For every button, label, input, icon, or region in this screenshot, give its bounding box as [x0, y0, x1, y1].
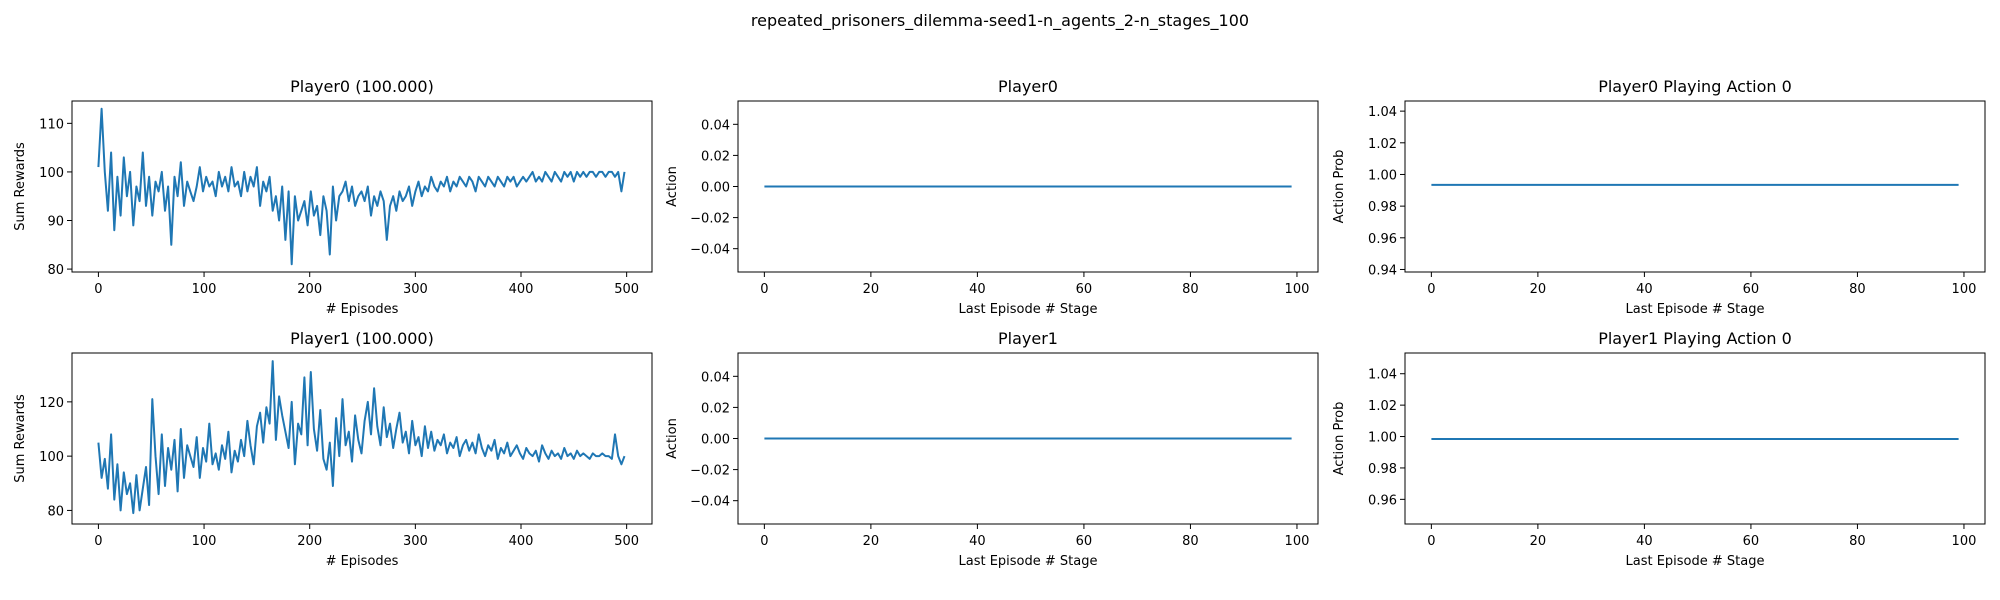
subplot-title: Player0	[998, 77, 1058, 96]
y-tick-label: 0.94	[1368, 263, 1397, 278]
y-tick-label: 110	[39, 117, 64, 132]
y-axis-label: Sum Rewards	[13, 394, 28, 483]
subplot-title: Player1 (100.000)	[290, 329, 434, 348]
x-tick-label: 0	[1427, 282, 1435, 297]
y-tick-label: −0.02	[690, 464, 730, 479]
subplot-5: Player1 Playing Action 0 0 20 40 60 80 100 0.96…	[1332, 329, 1986, 569]
y-tick-label: −0.04	[690, 243, 730, 258]
x-tick-label: 400	[509, 282, 534, 297]
x-tick-label: 100	[192, 534, 217, 549]
x-axis-label: # Episodes	[326, 302, 399, 317]
x-tick-label: 0	[760, 282, 768, 297]
y-axis-label: Action Prob	[1332, 402, 1347, 476]
subplot-1: Player0 0 20 40 60 80 100 −0.04 −0.02 0.00 0.02 0.0…	[665, 77, 1319, 317]
x-tick-label: 500	[614, 282, 639, 297]
x-tick-label: 300	[403, 282, 428, 297]
y-tick-label: 0.02	[701, 401, 730, 416]
axes-frame	[1404, 100, 1986, 273]
y-tick-label: 1.02	[1368, 399, 1397, 414]
x-tick-label: 60	[1743, 534, 1760, 549]
series-line	[97, 360, 626, 515]
y-tick-label: 120	[39, 396, 64, 411]
y-tick-label: 0.00	[701, 433, 730, 448]
x-tick-label: 0	[94, 282, 102, 297]
y-tick-label: 0.96	[1368, 232, 1397, 247]
subplot-3: Player1 (100.000) 0 100 200 300 400 500 80 100 12…	[13, 329, 653, 569]
y-tick-label: 1.00	[1368, 168, 1397, 183]
x-tick-label: 60	[1076, 282, 1093, 297]
x-tick-label: 100	[1285, 534, 1310, 549]
x-tick-label: 20	[863, 534, 880, 549]
x-tick-label: 100	[1285, 282, 1310, 297]
y-tick-label: 0.98	[1368, 200, 1397, 215]
y-tick-label: 90	[47, 215, 64, 230]
y-tick-label: 0.04	[701, 118, 730, 133]
subplot-title: Player1 Playing Action 0	[1598, 329, 1792, 348]
y-tick-label: 80	[47, 263, 64, 278]
x-axis-label: Last Episode # Stage	[959, 302, 1098, 317]
x-tick-label: 40	[969, 282, 986, 297]
figure-title: repeated_prisoners_dilemma-seed1-n_agent…	[751, 11, 1249, 31]
y-tick-label: 80	[47, 504, 64, 519]
x-tick-label: 60	[1076, 534, 1093, 549]
y-tick-label: 1.00	[1368, 431, 1397, 446]
subplot-title: Player0 (100.000)	[290, 77, 434, 96]
x-tick-label: 80	[1849, 534, 1866, 549]
x-tick-label: 300	[403, 534, 428, 549]
x-tick-label: 0	[94, 534, 102, 549]
y-tick-label: −0.02	[690, 212, 730, 227]
series-line	[97, 107, 626, 266]
x-tick-label: 80	[1182, 534, 1199, 549]
x-tick-label: 20	[1530, 534, 1547, 549]
x-tick-label: 100	[192, 282, 217, 297]
y-tick-label: 1.02	[1368, 137, 1397, 152]
subplot-0: Player0 (100.000) 0 100 200 300 400 500 80 90 100…	[13, 77, 653, 317]
y-tick-label: 1.04	[1368, 368, 1397, 383]
subplots-grid: Player0 (100.000)0 100 200 300 400 5008090100…	[13, 77, 1986, 569]
y-tick-label: 100	[39, 450, 64, 465]
x-tick-label: 80	[1182, 282, 1199, 297]
y-tick-label: 100	[39, 166, 64, 181]
subplot-2: Player0 Playing Action 0 0 20 40 60 80 100 0.94…	[1332, 77, 1986, 317]
x-tick-label: 60	[1743, 282, 1760, 297]
x-tick-label: 40	[1636, 534, 1653, 549]
x-tick-label: 100	[1952, 534, 1977, 549]
x-axis-label: # Episodes	[326, 554, 399, 569]
subplot-4: Player1 0 20 40 60 80 100 −0.04 −0.02 0.00 0.02 0.0…	[665, 329, 1319, 569]
x-tick-label: 40	[1636, 282, 1653, 297]
x-tick-label: 20	[863, 282, 880, 297]
y-tick-label: 1.04	[1368, 105, 1397, 120]
x-tick-label: 80	[1849, 282, 1866, 297]
x-tick-label: 100	[1952, 282, 1977, 297]
y-tick-label: 0.98	[1368, 462, 1397, 477]
y-tick-label: 0.96	[1368, 493, 1397, 508]
x-tick-label: 20	[1530, 282, 1547, 297]
x-tick-label: 400	[509, 534, 534, 549]
x-tick-label: 200	[297, 282, 322, 297]
x-tick-label: 40	[969, 534, 986, 549]
x-axis-label: Last Episode # Stage	[1626, 554, 1765, 569]
y-tick-label: −0.04	[690, 495, 730, 510]
x-axis-label: Last Episode # Stage	[959, 554, 1098, 569]
y-tick-label: 0.00	[701, 181, 730, 196]
x-tick-label: 0	[760, 534, 768, 549]
y-axis-label: Action	[665, 418, 680, 459]
y-tick-label: 0.04	[701, 370, 730, 385]
x-tick-label: 500	[614, 534, 639, 549]
x-axis-label: Last Episode # Stage	[1626, 302, 1765, 317]
y-axis-label: Action Prob	[1332, 150, 1347, 224]
subplot-title: Player1	[998, 329, 1058, 348]
subplot-title: Player0 Playing Action 0	[1598, 77, 1792, 96]
x-tick-label: 200	[297, 534, 322, 549]
y-axis-label: Sum Rewards	[13, 142, 28, 231]
y-axis-label: Action	[665, 166, 680, 207]
y-tick-label: 0.02	[701, 149, 730, 164]
x-tick-label: 0	[1427, 534, 1435, 549]
